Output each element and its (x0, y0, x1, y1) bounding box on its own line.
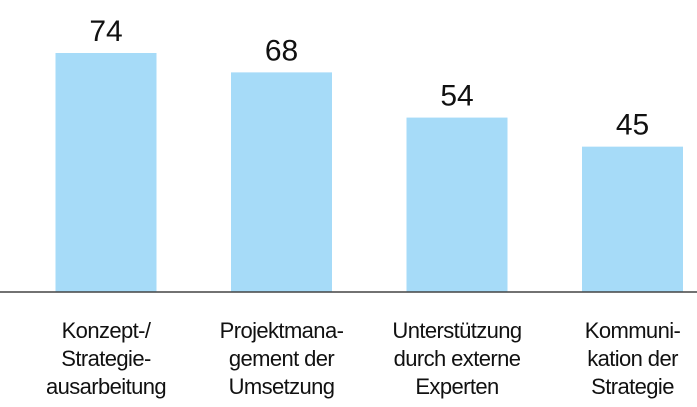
bar (406, 117, 508, 292)
category-label: Strategie (591, 374, 674, 399)
category-label: Konzept-/ (62, 318, 152, 343)
value-label: 54 (440, 80, 473, 113)
bar (55, 53, 157, 292)
value-label: 68 (265, 34, 298, 67)
category-label: Unterstützung (392, 318, 521, 343)
value-label: 45 (616, 109, 649, 142)
bar (231, 72, 332, 292)
bar (582, 146, 683, 292)
category-label: Umsetzung (229, 374, 335, 399)
category-label: Kommuni- (585, 318, 681, 343)
category-label: ausarbeitung (46, 374, 166, 399)
category-label: gement der (229, 346, 335, 371)
category-label: Projektmana- (220, 318, 344, 343)
value-label: 74 (89, 15, 122, 48)
category-label: durch externe (394, 346, 521, 371)
category-label: Experten (415, 374, 498, 399)
category-label: kation der (587, 346, 678, 371)
category-label: Strategie- (61, 346, 151, 371)
